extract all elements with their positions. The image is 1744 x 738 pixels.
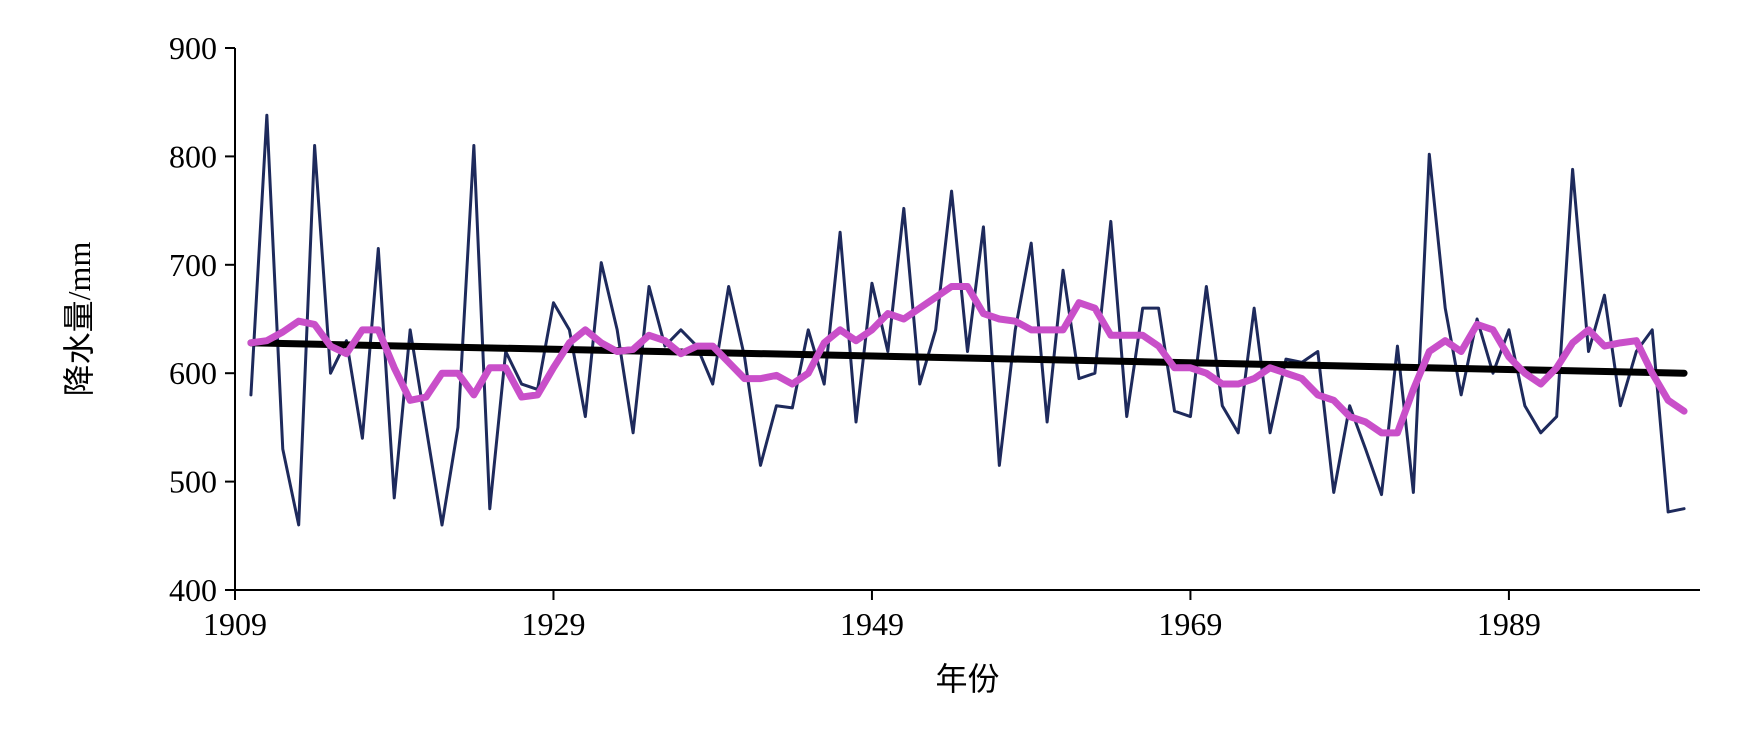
x-tick-label: 1969: [1158, 606, 1222, 642]
y-tick-label: 800: [169, 138, 217, 174]
y-tick-label: 700: [169, 247, 217, 283]
chart-svg: 400 500 600 700 800 900 1909 1929 1949 1969 1989 降水…: [20, 20, 1724, 718]
x-tick-label: 1909: [203, 606, 267, 642]
precipitation-chart: 400 500 600 700 800 900 1909 1929 1949 1969 1989 降水…: [20, 20, 1724, 718]
y-tick-label: 600: [169, 355, 217, 391]
y-axis-label: 降水量/mm: [61, 242, 97, 397]
y-tick-label: 900: [169, 30, 217, 66]
x-tick-label: 1989: [1477, 606, 1541, 642]
y-tick-label: 500: [169, 464, 217, 500]
x-axis-label: 年份: [935, 661, 999, 697]
x-tick-label: 1949: [840, 606, 904, 642]
y-tick-label: 400: [169, 572, 217, 608]
x-tick-label: 1929: [521, 606, 585, 642]
